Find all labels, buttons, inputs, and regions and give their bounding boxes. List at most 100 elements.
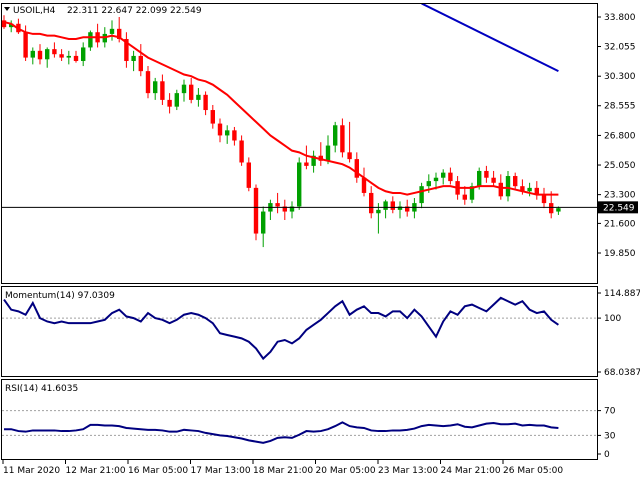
candle-body <box>361 177 367 193</box>
candle-body <box>210 110 215 124</box>
rsi-tick-label: 70 <box>604 407 616 417</box>
candle-body <box>527 187 532 192</box>
candle-body <box>513 176 518 187</box>
candle-body <box>138 55 143 72</box>
candle-body <box>325 145 331 161</box>
rsi-tick-label: 0 <box>604 450 610 460</box>
ohlc-label: 22.311 22.647 22.099 22.549 <box>67 6 202 16</box>
candle-body <box>66 55 71 58</box>
candle-body <box>73 55 79 61</box>
candle-body <box>117 28 122 39</box>
candle-body <box>469 186 475 200</box>
candle-body <box>246 162 251 188</box>
candle-body <box>153 81 158 94</box>
candle-body <box>225 130 230 136</box>
candle-body <box>441 172 446 178</box>
time-tick-label: 16 Mar 05:00 <box>128 466 188 476</box>
rsi-indicator: 70 30 0 <box>2 407 616 460</box>
candle-body <box>390 201 395 210</box>
time-axis: 11 Mar 2020 12 Mar 21:00 16 Mar 05:00 17 Ma… <box>2 459 563 476</box>
candle-body <box>426 181 431 187</box>
candle-body <box>109 28 115 34</box>
current-price-badge <box>598 201 638 214</box>
candle-body <box>23 32 28 58</box>
momentum-label: Momentum(14) 97.0309 <box>5 291 115 301</box>
momentum-panel-frame <box>1 286 598 377</box>
time-tick-label: 26 Mar 05:00 <box>503 466 563 476</box>
candle-body <box>261 211 266 234</box>
ma-blue-line <box>421 4 559 73</box>
candle-body <box>37 50 43 60</box>
candle-body <box>534 187 539 195</box>
candle-body <box>433 177 439 182</box>
candle-body <box>354 159 359 178</box>
price-tick-label: 30.300 <box>604 72 636 82</box>
price-tick-label: 26.800 <box>604 131 636 141</box>
symbol-label: USOIL,H4 <box>13 6 56 16</box>
candle-body <box>59 54 64 58</box>
price-axis: 33.800 32.055 30.300 28.555 26.800 25.050 23.3… <box>2 13 638 259</box>
candle-body <box>498 182 503 197</box>
candle-body <box>491 177 496 183</box>
time-tick-label: 20 Mar 05:00 <box>316 466 376 476</box>
rsi-tick-label: 30 <box>604 431 616 441</box>
candle-body <box>549 203 554 214</box>
time-tick-label: 11 Mar 2020 <box>3 466 60 476</box>
candle-body <box>203 94 208 111</box>
candle-body <box>145 71 151 94</box>
momentum-tick-label: 114.887 <box>604 289 640 299</box>
price-tick-label: 28.555 <box>604 102 636 112</box>
candle-body <box>462 194 467 200</box>
candle-body <box>556 208 561 212</box>
candle-body <box>333 125 338 146</box>
momentum-indicator: 114.887 100 68.0387 <box>2 289 640 378</box>
price-panel-frame <box>1 3 598 284</box>
moving-averages <box>3 4 559 196</box>
current-price-badge-label: 22.549 <box>603 203 635 213</box>
candle-body <box>239 140 244 163</box>
candle-body <box>124 38 129 61</box>
candle-body <box>340 125 345 153</box>
candle-body <box>181 84 187 94</box>
candle-body <box>282 206 287 212</box>
candle-body <box>405 206 410 212</box>
candle-body <box>131 55 136 61</box>
candle-body <box>88 32 93 48</box>
price-tick-label: 21.600 <box>604 219 636 229</box>
candle-body <box>45 49 50 60</box>
candle-body <box>52 49 57 55</box>
candle-body <box>477 170 482 187</box>
time-tick-label: 17 Mar 13:00 <box>191 466 251 476</box>
rsi-line <box>4 421 559 444</box>
price-tick-label: 25.050 <box>604 161 636 171</box>
candle-body <box>9 23 14 28</box>
ma-red-line <box>3 21 559 196</box>
candle-body <box>81 47 86 61</box>
time-tick-label: 18 Mar 21:00 <box>253 466 313 476</box>
candle-body <box>448 172 453 182</box>
candle-body <box>189 84 194 100</box>
candles <box>1 15 561 248</box>
candle-body <box>369 192 374 214</box>
symbol-dropdown-icon[interactable] <box>4 7 10 11</box>
momentum-tick-label: 100 <box>604 314 621 324</box>
candle-body <box>1 20 7 28</box>
candle-body <box>304 162 309 166</box>
candle-body <box>167 99 172 107</box>
candle-body <box>289 206 295 212</box>
rsi-label: RSI(14) 41.6035 <box>5 384 78 394</box>
candle-body <box>484 170 489 178</box>
candle-body <box>383 201 388 210</box>
candle-body <box>397 206 403 210</box>
candle-body <box>311 155 316 166</box>
candle-body <box>297 162 302 207</box>
rsi-panel-frame <box>1 379 598 460</box>
price-tick-label: 33.800 <box>604 13 636 23</box>
candle-body <box>174 93 179 107</box>
momentum-line <box>3 296 559 361</box>
price-tick-label: 32.055 <box>604 43 636 53</box>
candle-body <box>30 50 35 58</box>
candle-body <box>232 130 237 141</box>
candle-body <box>160 81 165 100</box>
time-tick-label: 23 Mar 13:00 <box>378 466 438 476</box>
